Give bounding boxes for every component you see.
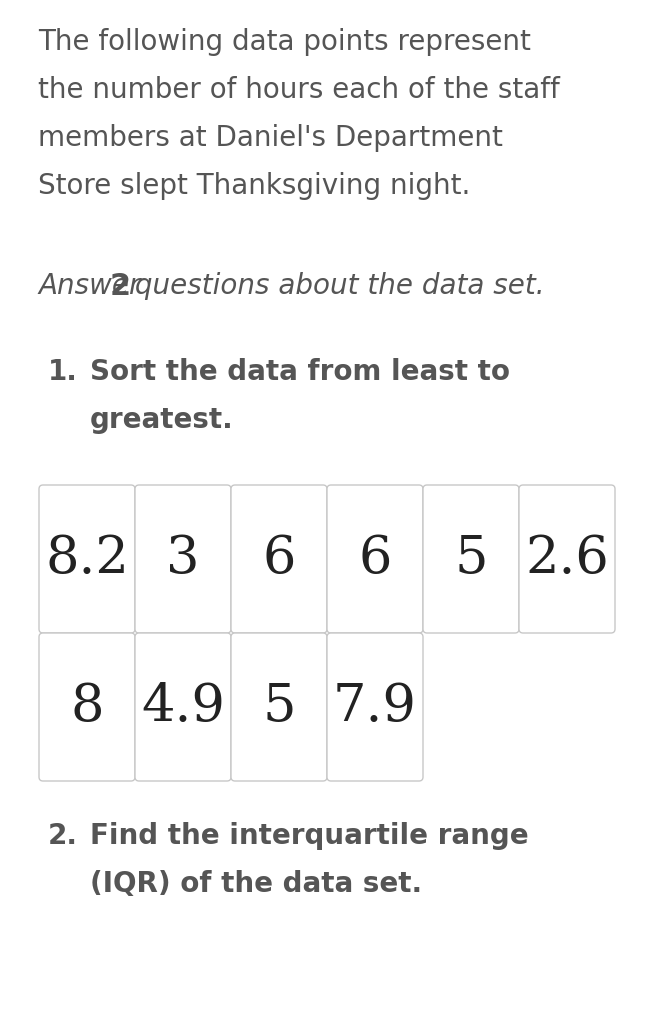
Text: 7.9: 7.9 — [333, 681, 417, 732]
Text: 5: 5 — [454, 534, 488, 584]
Text: questions about the data set.: questions about the data set. — [126, 272, 544, 300]
Text: Sort the data from least to: Sort the data from least to — [90, 358, 510, 386]
FancyBboxPatch shape — [519, 485, 615, 633]
Text: 2.: 2. — [48, 822, 78, 850]
Text: the number of hours each of the staff: the number of hours each of the staff — [38, 76, 559, 104]
Text: 5: 5 — [262, 681, 296, 732]
Text: 6: 6 — [262, 534, 296, 584]
Text: Store slept Thanksgiving night.: Store slept Thanksgiving night. — [38, 172, 471, 200]
Text: 2.6: 2.6 — [525, 534, 609, 584]
Text: 2: 2 — [110, 272, 131, 301]
FancyBboxPatch shape — [39, 485, 135, 633]
Text: 3: 3 — [166, 534, 200, 584]
Text: The following data points represent: The following data points represent — [38, 28, 531, 56]
Text: (IQR) of the data set.: (IQR) of the data set. — [90, 870, 422, 898]
FancyBboxPatch shape — [39, 633, 135, 781]
Text: 8.2: 8.2 — [45, 534, 129, 584]
FancyBboxPatch shape — [423, 485, 519, 633]
Text: members at Daniel's Department: members at Daniel's Department — [38, 124, 503, 152]
FancyBboxPatch shape — [135, 633, 231, 781]
FancyBboxPatch shape — [231, 485, 327, 633]
Text: Answer: Answer — [38, 272, 149, 300]
FancyBboxPatch shape — [135, 485, 231, 633]
Text: greatest.: greatest. — [90, 406, 234, 434]
FancyBboxPatch shape — [327, 633, 423, 781]
FancyBboxPatch shape — [231, 633, 327, 781]
Text: 1.: 1. — [48, 358, 78, 386]
FancyBboxPatch shape — [327, 485, 423, 633]
Text: 4.9: 4.9 — [141, 681, 225, 732]
Text: Find the interquartile range: Find the interquartile range — [90, 822, 529, 850]
Text: 8: 8 — [71, 681, 103, 732]
Text: 6: 6 — [358, 534, 391, 584]
